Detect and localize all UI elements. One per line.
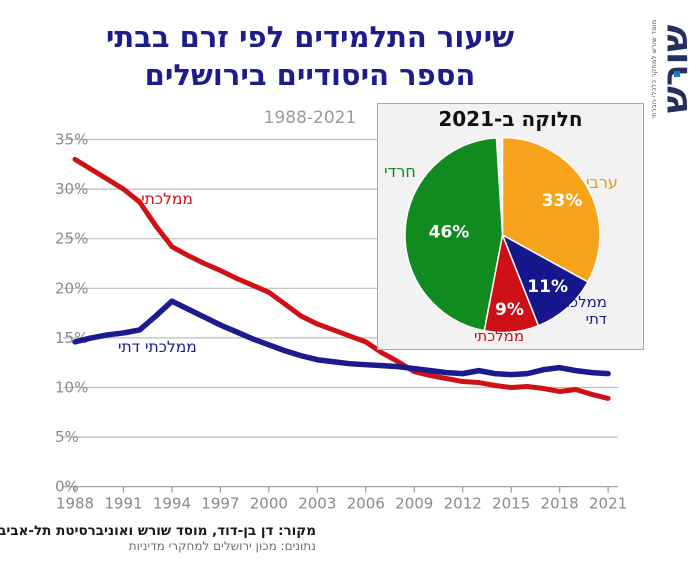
pie-label-mamlachti-dati: ממלכתי דתי bbox=[556, 293, 607, 328]
svg-text:35%: 35% bbox=[55, 131, 88, 149]
source-line: מקור: דן בן-דוד, מוסד שורש ואוניברסיטת ת… bbox=[0, 523, 316, 539]
pie-inset-panel: חלוקה ב-2021 33% 11% 9% 46% חרדי ערבי ממלכת… bbox=[377, 103, 644, 350]
pie-label-haredi: חרדי bbox=[384, 162, 416, 181]
svg-text:10%: 10% bbox=[55, 379, 88, 397]
svg-text:1997: 1997 bbox=[201, 495, 239, 513]
logo-dot-icon bbox=[674, 71, 680, 77]
page-title: שיעור התלמידים לפי זרם בבתי הספר היסודיי… bbox=[20, 18, 600, 94]
pie-title: חלוקה ב-2021 bbox=[438, 107, 583, 131]
title-line-2: הספר היסודיים בירושלים bbox=[144, 58, 476, 92]
svg-text:20%: 20% bbox=[55, 279, 88, 297]
svg-text:11%: 11% bbox=[527, 277, 568, 297]
pie-chart: 33% 11%9% 46% bbox=[404, 136, 601, 334]
svg-text:2018: 2018 bbox=[541, 495, 579, 513]
svg-text:2012: 2012 bbox=[444, 495, 482, 513]
svg-text:2000: 2000 bbox=[250, 495, 288, 513]
title-line-1: שיעור התלמידים לפי זרם בבתי bbox=[105, 20, 515, 54]
svg-text:1988: 1988 bbox=[56, 495, 94, 513]
logo-wordmark: שורש bbox=[655, 24, 696, 114]
svg-text:9%: 9% bbox=[495, 300, 524, 320]
data-credit-line: נתונים: מכון ירושלים למחקרי מדיניות bbox=[128, 539, 316, 553]
pie-label-mamlachti: ממלכתי bbox=[474, 327, 525, 345]
svg-text:ממלכתי דתי: ממלכתי דתי bbox=[118, 338, 197, 356]
source-note: מקור: דן בן-דוד, מוסד שורש ואוניברסיטת ת… bbox=[0, 523, 316, 553]
svg-text:2006: 2006 bbox=[347, 495, 385, 513]
pie-label-aravi: ערבי bbox=[586, 173, 618, 192]
svg-text:25%: 25% bbox=[55, 230, 88, 248]
shoresh-logo-rotated: מוסד שורש למחקר כלכלי-חברתי שורש bbox=[650, 8, 696, 130]
svg-text:46%: 46% bbox=[429, 223, 470, 243]
subtitle-years: 1988-2021 bbox=[263, 108, 357, 128]
svg-text:0%: 0% bbox=[55, 478, 79, 496]
svg-text:2015: 2015 bbox=[492, 495, 530, 513]
svg-text:2009: 2009 bbox=[395, 495, 433, 513]
svg-text:30%: 30% bbox=[55, 180, 88, 198]
svg-text:33%: 33% bbox=[542, 191, 583, 211]
svg-text:2003: 2003 bbox=[298, 495, 336, 513]
svg-text:2021: 2021 bbox=[589, 495, 627, 513]
svg-text:1994: 1994 bbox=[153, 495, 191, 513]
svg-text:5%: 5% bbox=[55, 428, 79, 446]
shoresh-logo: מוסד שורש למחקר כלכלי-חברתי שורש bbox=[650, 8, 696, 130]
svg-text:ממלכתי: ממלכתי bbox=[141, 190, 193, 208]
svg-text:1991: 1991 bbox=[104, 495, 142, 513]
